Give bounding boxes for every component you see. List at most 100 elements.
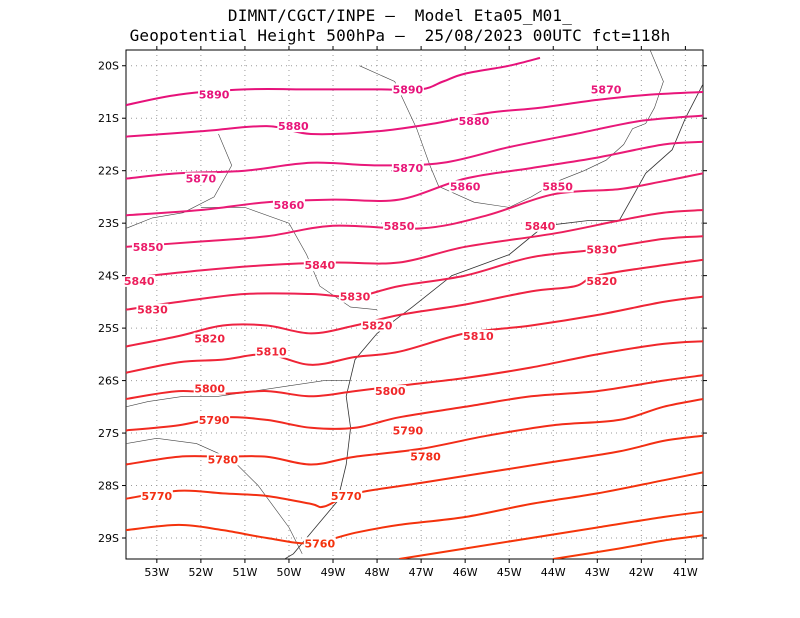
contour-label: 5850 — [133, 241, 164, 254]
contour-label-bg — [449, 180, 482, 193]
lat-tick-label: 20S — [98, 60, 119, 73]
chart-title-line-2: Geopotential Height 500hPa – 25/08/2023 … — [129, 26, 671, 45]
contour-label: 5790 — [393, 424, 424, 437]
contour-label-bg — [524, 219, 557, 232]
contour-labels: 5890 5890 5880 5880 5870 5870 5870 5860 5860 5850… — [123, 83, 623, 550]
contour-label: 5870 — [393, 162, 424, 175]
contour-label-bg — [590, 83, 623, 96]
lat-tick-label: 22S — [98, 165, 119, 178]
contour-label: 5830 — [586, 243, 617, 256]
contour-label: 5860 — [274, 199, 305, 212]
contour-label-bg — [193, 382, 226, 395]
contour-label: 5850 — [384, 220, 415, 233]
contour-label: 5840 — [304, 259, 335, 272]
lon-tick-label: 48W — [365, 566, 390, 579]
contour-label-bg — [409, 450, 442, 463]
lon-tick-label: 51W — [232, 566, 257, 579]
lon-tick-label: 46W — [453, 566, 478, 579]
lat-tick-label: 24S — [98, 270, 119, 283]
contour-5850 — [126, 172, 703, 248]
contour-label: 5880 — [459, 115, 490, 128]
state-border — [200, 207, 378, 310]
contour-label: 5870 — [186, 173, 217, 186]
contour-5740 — [553, 534, 703, 559]
state-border — [359, 65, 510, 208]
lat-tick-label: 25S — [98, 322, 119, 335]
contour-label-bg — [277, 120, 310, 133]
contour-label: 5760 — [304, 537, 335, 550]
contour-label-bg — [585, 243, 618, 256]
contour-5750 — [398, 510, 703, 559]
contour-label-bg — [457, 114, 490, 127]
contour-label: 5830 — [137, 304, 168, 317]
lat-tick-label: 29S — [98, 532, 119, 545]
contour-label-bg — [136, 303, 169, 316]
contour-label: 5840 — [124, 275, 155, 288]
contour-label: 5830 — [340, 291, 371, 304]
contour-label-bg — [303, 537, 336, 550]
contour-label: 5780 — [410, 451, 441, 464]
contour-label-bg — [132, 240, 165, 253]
contour-label: 5860 — [450, 180, 481, 193]
plot-frame — [125, 49, 704, 560]
contour-label-bg — [193, 332, 226, 345]
contour-5860 — [126, 140, 703, 217]
lat-tick-label: 28S — [98, 480, 119, 493]
contour-label-bg — [330, 490, 363, 503]
contour-label-bg — [255, 345, 288, 358]
contour-label-bg — [198, 88, 231, 101]
lon-tick-label: 50W — [277, 566, 302, 579]
contour-label: 5770 — [331, 490, 362, 503]
lat-tick-label: 21S — [98, 112, 119, 125]
contour-label: 5820 — [586, 275, 617, 288]
contour-5810 — [126, 295, 703, 374]
contour-label-bg — [391, 83, 424, 96]
contour-label-bg — [585, 274, 618, 287]
lat-tick-label: 27S — [98, 427, 119, 440]
contour-label: 5820 — [362, 319, 393, 332]
contour-label-bg — [462, 329, 495, 342]
lon-tick-label: 52W — [188, 566, 213, 579]
contour-label-bg — [140, 490, 173, 503]
contour-label: 5880 — [278, 120, 309, 133]
contour-label: 5810 — [256, 346, 287, 359]
contour-label-bg — [272, 198, 305, 211]
lat-tick-label: 23S — [98, 217, 119, 230]
contour-label: 5890 — [393, 83, 424, 96]
contour-label-bg — [391, 162, 424, 175]
lon-tick-label: 42W — [629, 566, 654, 579]
contour-label-bg — [374, 385, 407, 398]
contour-label: 5780 — [208, 453, 239, 466]
lon-tick-label: 47W — [409, 566, 434, 579]
contour-label: 5790 — [199, 414, 230, 427]
contour-label: 5890 — [199, 89, 230, 102]
contour-label-bg — [198, 413, 231, 426]
contour-label: 5870 — [591, 83, 622, 96]
contour-label-bg — [383, 219, 416, 232]
contour-label: 5820 — [194, 333, 225, 346]
lon-tick-label: 44W — [541, 566, 566, 579]
contour-label: 5840 — [525, 220, 556, 233]
lon-tick-label: 41W — [673, 566, 698, 579]
lon-tick-label: 53W — [144, 566, 169, 579]
contour-5840 — [126, 209, 703, 280]
contour-label: 5800 — [194, 382, 225, 395]
axis-ticks: 53W 52W 51W 50W 49W 48W 47W 46W 45W 44W 43W 42W 41W 2… — [98, 46, 707, 579]
state-border — [126, 133, 233, 229]
chart-title-line-1: DIMNT/CGCT/INPE – Model Eta05_M01_ — [227, 6, 573, 25]
contour-label-bg — [361, 319, 394, 332]
contour-label-bg — [184, 172, 217, 185]
lon-tick-label: 43W — [585, 566, 610, 579]
lat-tick-label: 26S — [98, 375, 119, 388]
lon-tick-label: 45W — [497, 566, 522, 579]
contour-5880 — [126, 91, 703, 138]
contour-label-bg — [391, 424, 424, 437]
contour-label-bg — [123, 274, 156, 287]
contour-label: 5810 — [463, 330, 494, 343]
contour-label: 5800 — [375, 385, 406, 398]
contour-5760 — [126, 471, 703, 545]
contour-label-bg — [339, 290, 372, 303]
contour-label-bg — [206, 453, 239, 466]
lon-tick-label: 49W — [321, 566, 346, 579]
